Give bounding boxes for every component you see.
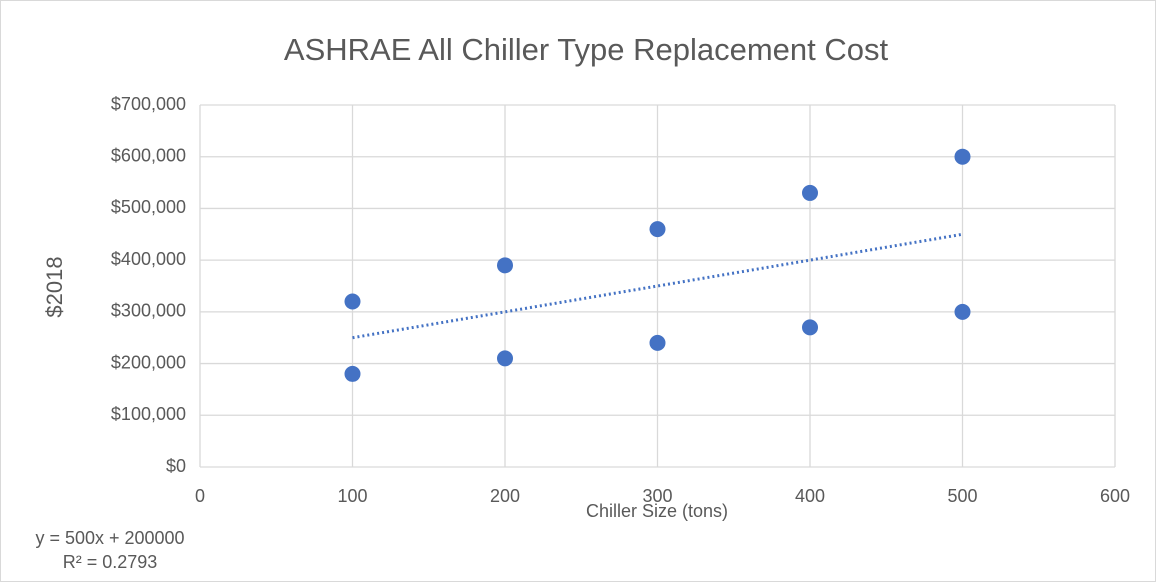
point xyxy=(802,184,818,201)
y-tick-label: $700,000 xyxy=(111,94,186,114)
y-tick-label: $500,000 xyxy=(111,197,186,217)
trend-equation: y = 500x + 200000 xyxy=(35,528,184,548)
x-tick-label: 300 xyxy=(642,486,672,506)
trend-r-squared: R² = 0.2793 xyxy=(63,552,158,572)
y-tick-label: $0 xyxy=(166,456,186,476)
point xyxy=(649,221,666,238)
x-tick-label: 600 xyxy=(1100,486,1130,506)
chart-title: ASHRAE All Chiller Type Replacement Cost xyxy=(284,32,889,67)
x-tick-label: 400 xyxy=(795,486,825,506)
x-tick-label: 100 xyxy=(337,486,367,506)
y-tick-label: $200,000 xyxy=(111,352,186,372)
point xyxy=(344,365,361,382)
y-tick-label: $100,000 xyxy=(111,404,186,424)
point xyxy=(649,334,666,351)
y-tick-label: $400,000 xyxy=(111,249,186,269)
point xyxy=(802,319,818,336)
x-tick-label: 500 xyxy=(947,486,977,506)
y-axis-label: $2018 xyxy=(42,256,67,317)
trendline xyxy=(352,232,963,340)
x-axis-label: Chiller Size (tons) xyxy=(586,501,728,521)
point xyxy=(344,293,361,310)
point xyxy=(954,148,971,165)
point xyxy=(497,257,513,274)
point xyxy=(954,303,971,320)
point xyxy=(497,350,513,367)
y-tick-label: $600,000 xyxy=(111,145,186,165)
y-tick-label: $300,000 xyxy=(111,301,186,321)
x-tick-label: 0 xyxy=(195,486,205,506)
x-tick-label: 200 xyxy=(490,486,520,506)
